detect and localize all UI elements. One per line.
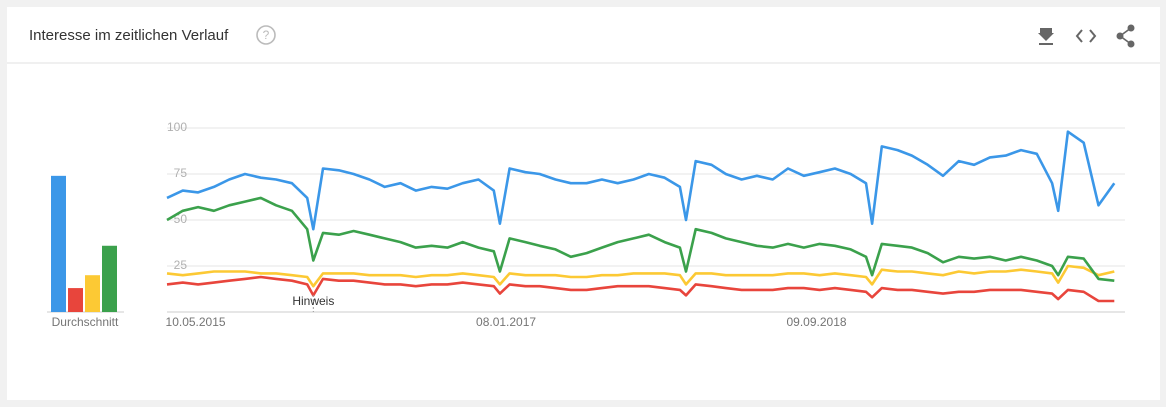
x-tick-label: 09.09.2018 (787, 315, 847, 329)
y-tick-label: 50 (174, 212, 188, 226)
x-tick-label: 10.05.2015 (166, 315, 226, 329)
y-tick-label: 25 (174, 258, 188, 272)
series-line (166, 130, 1116, 231)
help-icon[interactable]: ? (256, 25, 276, 45)
average-bar (68, 288, 83, 312)
embed-icon[interactable] (1075, 29, 1097, 43)
share-icon[interactable] (1116, 24, 1135, 48)
svg-text:?: ? (263, 28, 270, 42)
average-bar (102, 245, 117, 312)
download-icon[interactable] (1038, 28, 1054, 45)
average-bar (85, 275, 100, 312)
series-line (166, 196, 1115, 282)
x-tick-label: 08.01.2017 (476, 315, 536, 329)
average-label: Durchschnitt (52, 315, 119, 329)
y-tick-label: 75 (174, 166, 188, 180)
series-line (166, 264, 1115, 288)
y-tick-label: 100 (167, 120, 187, 134)
average-bar (51, 175, 66, 312)
card-title: Interesse im zeitlichen Verlauf (29, 27, 229, 44)
annotation-label: Hinweis (292, 294, 334, 308)
card (7, 7, 1160, 400)
plot: 25 50 75 100 10.05.2015 08.01.2017 09.09.2018 H… (51, 120, 1125, 329)
series-line (166, 275, 1115, 303)
